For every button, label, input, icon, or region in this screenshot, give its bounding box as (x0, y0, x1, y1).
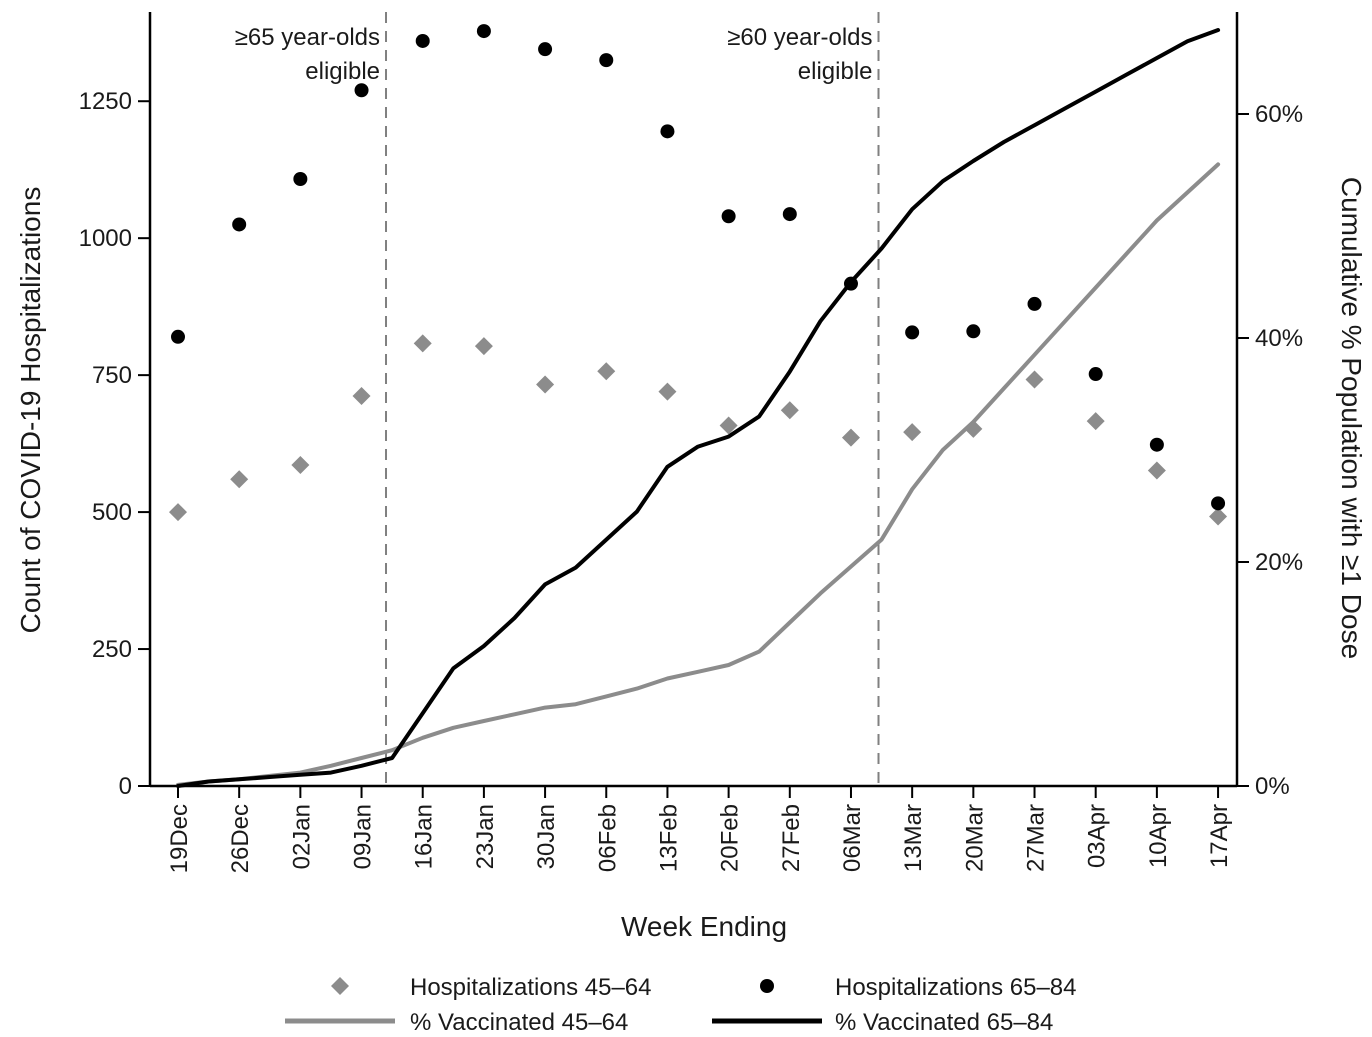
hosp-4564-point (352, 386, 371, 405)
x-tick-label: 30Jan (533, 804, 560, 869)
y-axis-left-title: Count of COVID-19 Hospitalizations (15, 187, 46, 634)
x-tick-label: 20Mar (961, 804, 988, 872)
eligibility-annotation: ≥60 year-olds (727, 24, 872, 51)
hosp-4564-point (230, 470, 249, 489)
legend-label: Hospitalizations 65–84 (835, 974, 1077, 1001)
hosp-6584-point (476, 24, 491, 39)
hosp-4564-point (474, 337, 493, 356)
hosp-4564-point (1147, 461, 1166, 480)
hosp-6584-point (599, 53, 614, 68)
hosp-4564-point (719, 416, 738, 435)
legend: Hospitalizations 45–64 Hospitalizations 6… (285, 974, 1077, 1036)
hosp-4564-point (169, 503, 187, 522)
hosp-6584-point (538, 42, 553, 57)
legend-label: % Vaccinated 65–84 (835, 1009, 1053, 1036)
hosp-6584-point (354, 83, 369, 98)
x-tick-label: 20Feb (717, 804, 744, 872)
x-tick-label: 13Mar (900, 804, 927, 872)
y-axis-right-title: Cumulative % Population with ≥1 Dose (1336, 177, 1367, 659)
hosp-4564-point (780, 401, 799, 420)
x-tick-label: 27Feb (778, 804, 805, 872)
vaccinated-6584-line (176, 28, 1221, 788)
hosp-4564-point (841, 428, 860, 447)
y-right-tick-label: 60% (1255, 101, 1303, 128)
x-axis-title: Week Ending (621, 911, 787, 942)
x-tick-label: 23Jan (472, 804, 499, 869)
x-tick-label: 10Apr (1145, 804, 1172, 868)
hosp-4564-point (291, 455, 310, 474)
y-left-tick-label: 500 (92, 499, 132, 526)
x-tick-label: 06Feb (594, 804, 621, 872)
y-left-tick-label: 1250 (79, 88, 132, 115)
x-tick-label: 27Mar (1023, 804, 1050, 872)
x-tick-label: 02Jan (288, 804, 315, 869)
hosp-6584-point (843, 276, 858, 291)
hosp-6584-point (782, 207, 797, 222)
hosp-4564-point (1025, 370, 1044, 389)
hosp-6584-point (966, 324, 981, 339)
hosp-4564-point (413, 334, 432, 353)
x-tick-label: 17Apr (1206, 804, 1233, 868)
y-left-tick-label: 250 (92, 636, 132, 663)
hosp-6584-point (1149, 437, 1164, 452)
hosp-6584-point (905, 325, 920, 340)
x-tick-label: 19Dec (166, 804, 193, 873)
eligibility-annotation: ≥65 year-olds (235, 24, 380, 51)
hosp-6584-point (1211, 496, 1226, 511)
y-left-tick-label: 750 (92, 362, 132, 389)
hosp-6584-point (660, 124, 675, 139)
legend-marker-circle (760, 979, 774, 993)
hosp-6584-point (721, 209, 736, 224)
hosp-4564-point (1209, 507, 1228, 526)
hosp-4564-point (964, 419, 983, 438)
legend-marker-diamond (331, 977, 349, 995)
hosp-6584-point (171, 329, 185, 344)
x-tick-label: 26Dec (227, 804, 254, 873)
eligibility-annotation: eligible (798, 58, 873, 85)
y-right-tick-label: 40% (1255, 325, 1303, 352)
y-right-tick-label: 20% (1255, 549, 1303, 576)
x-tick-label: 09Jan (350, 804, 377, 869)
y-left-tick-label: 0 (119, 773, 132, 800)
hosp-6584-point (415, 33, 430, 48)
hosp-4564-point (597, 362, 616, 381)
y-right-tick-label: 0% (1255, 773, 1290, 800)
hosp-6584-point (232, 217, 247, 232)
hosp-4564-point (903, 423, 922, 442)
x-tick-label: 16Jan (411, 804, 438, 869)
vaccinated-4564-line (176, 162, 1221, 787)
hosp-6584-point (1027, 296, 1042, 311)
y-left-tick-label: 1000 (79, 225, 132, 252)
x-tick-label: 13Feb (655, 804, 682, 872)
legend-label: Hospitalizations 45–64 (410, 974, 652, 1001)
legend-label: % Vaccinated 45–64 (410, 1009, 628, 1036)
hosp-6584-point (293, 172, 308, 187)
plot-area: 0 250 500 750 1000 1250 0% 20% 40% 60% 19Dec 26Dec 0… (79, 12, 1303, 873)
hosp-4564-point (1086, 412, 1105, 431)
hosp-6584-point (1088, 367, 1103, 382)
x-tick-label: 03Apr (1084, 804, 1111, 868)
x-tick-label: 06Mar (839, 804, 866, 872)
hosp-4564-point (658, 382, 677, 401)
eligibility-annotation: eligible (305, 58, 380, 85)
hosp-4564-point (536, 375, 555, 394)
